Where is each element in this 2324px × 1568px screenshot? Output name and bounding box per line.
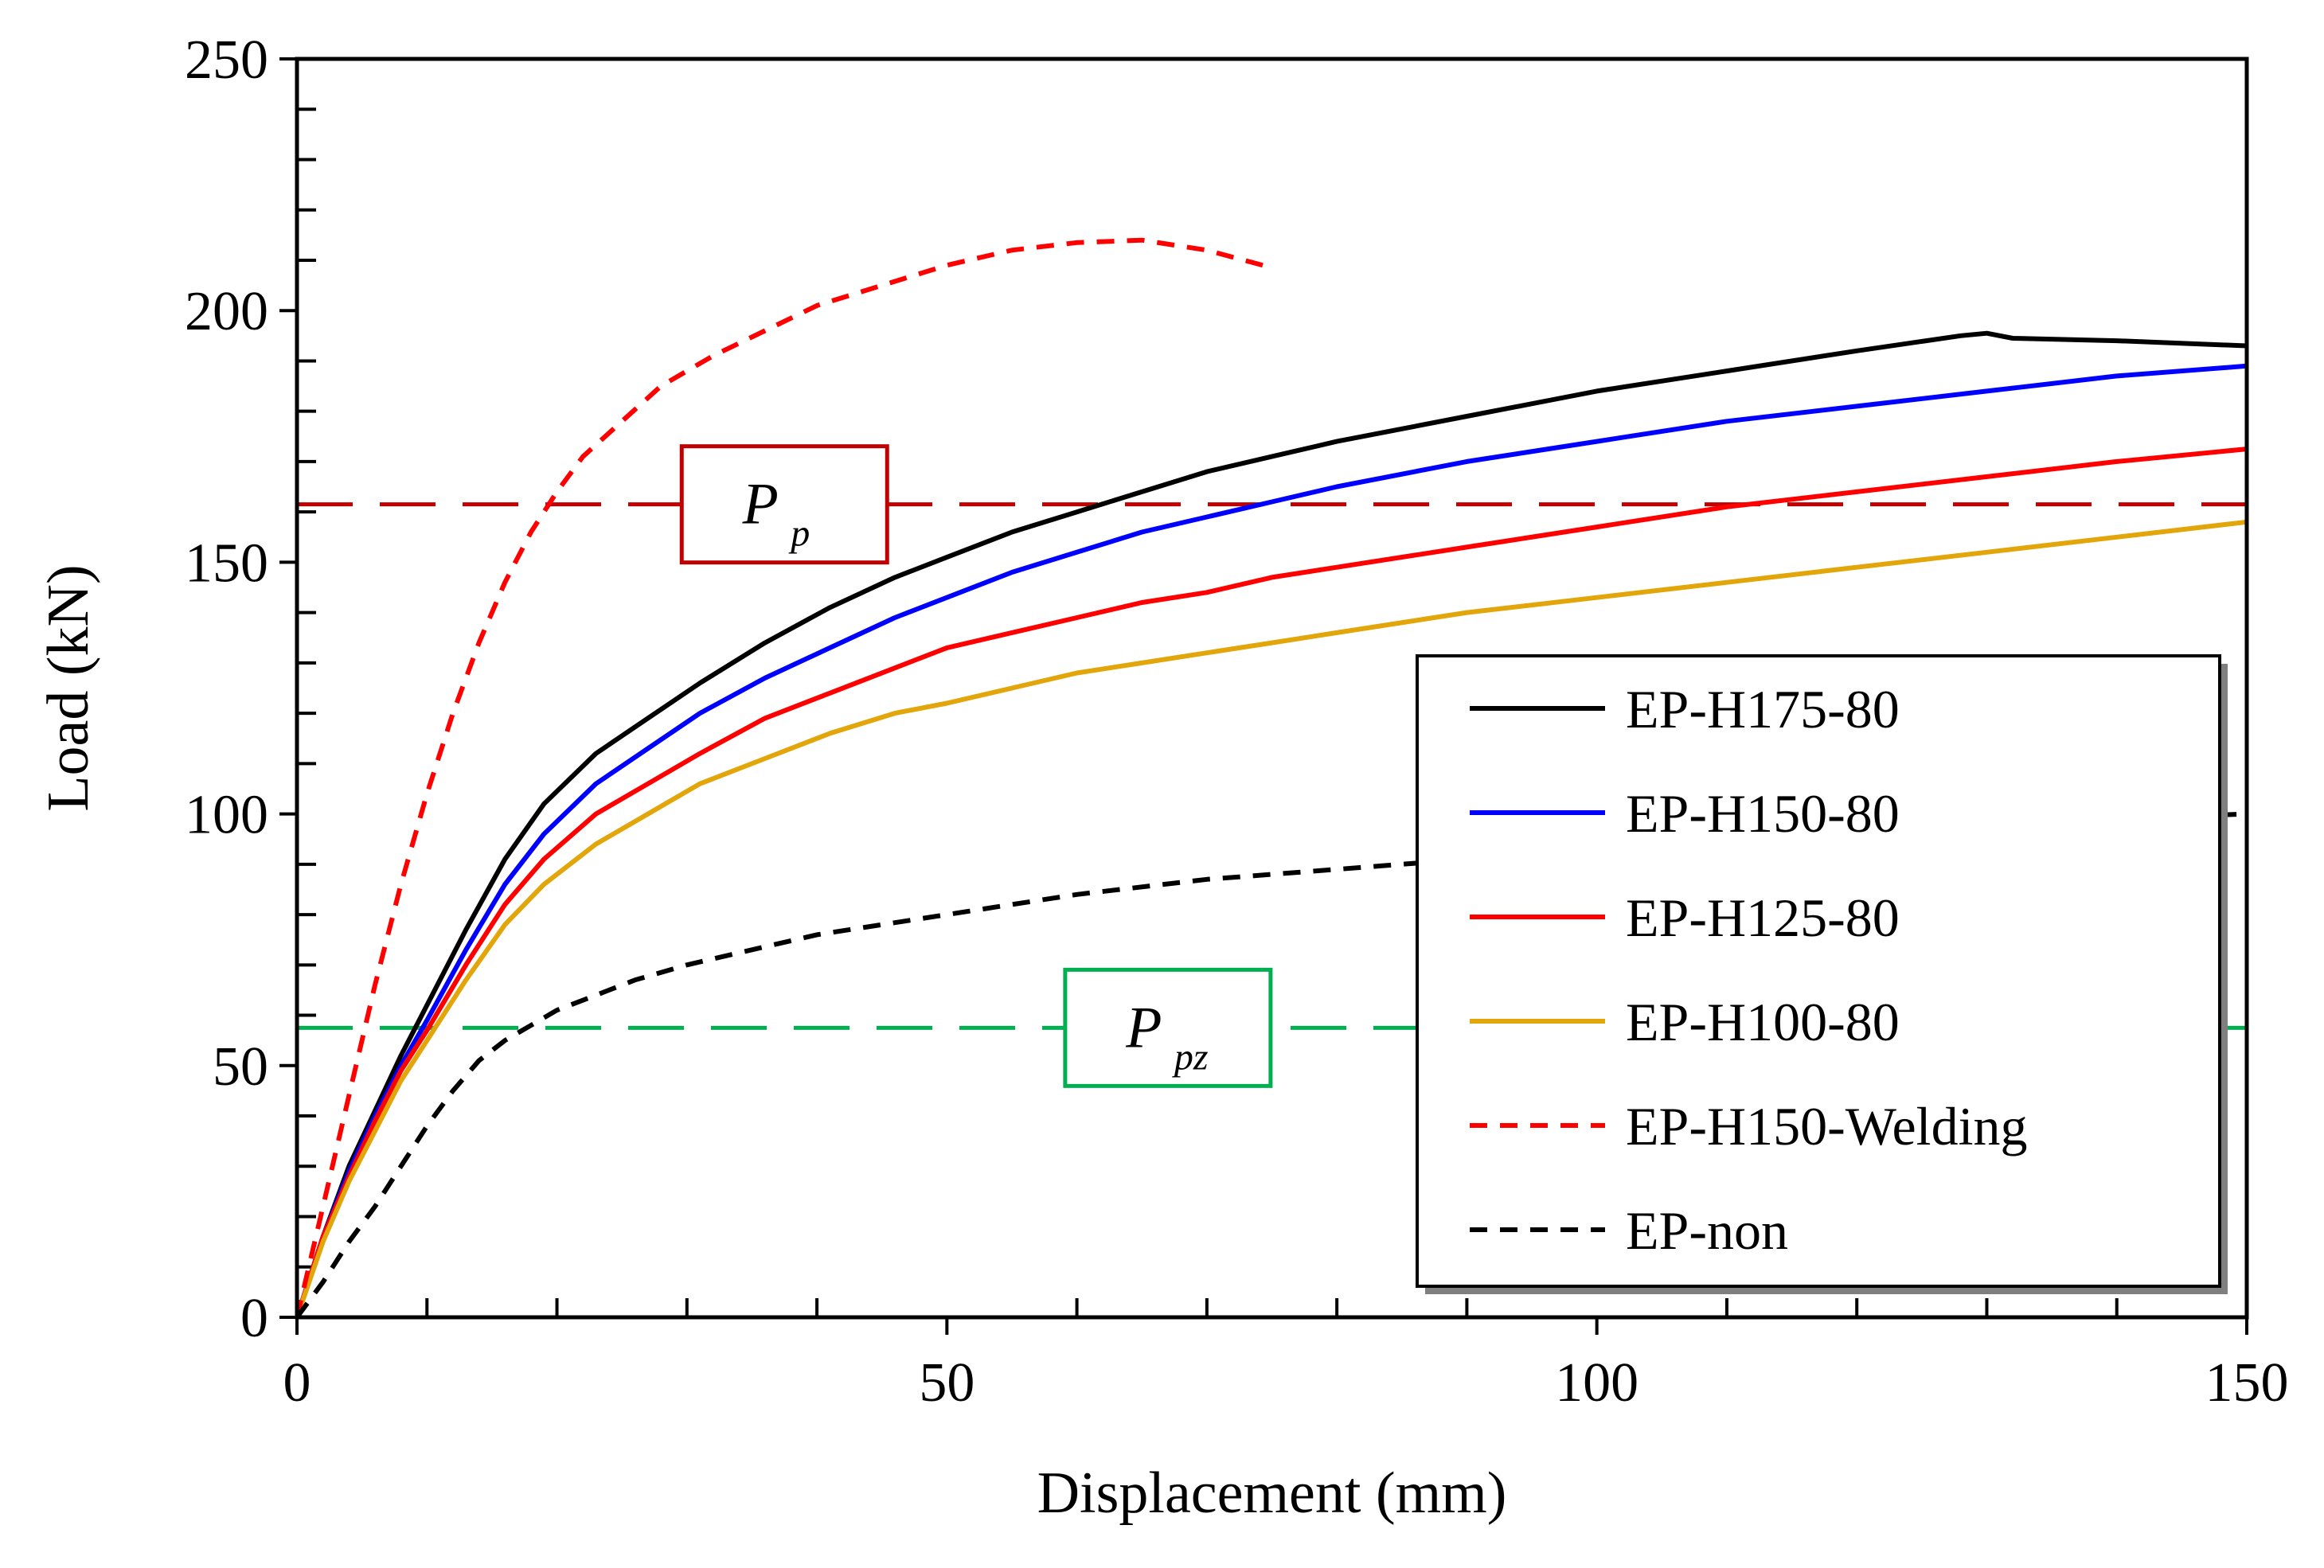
series-line-ep-h125-80 <box>295 447 2248 1318</box>
data-series <box>295 237 2248 1319</box>
series-line-ep-h150-welding <box>295 237 1273 1318</box>
y-axis-title: Load (kN) <box>36 564 101 811</box>
y-tick-label: 0 <box>240 1288 268 1349</box>
reference-label-box-1 <box>679 444 889 565</box>
reference-label-subscript-2: pz <box>1172 1036 1209 1078</box>
series-line-ep-h175-80 <box>295 330 2248 1318</box>
x-tick-label: 0 <box>283 1352 311 1414</box>
y-tick-label: 250 <box>185 29 268 91</box>
y-tick-label: 200 <box>185 281 268 342</box>
series-line-ep-h150-80 <box>295 363 2248 1318</box>
series-line-ep-non <box>295 811 2248 1319</box>
legend-label: EP-H150-80 <box>1626 783 1900 844</box>
x-tick-label: 100 <box>1555 1352 1639 1414</box>
minor-ticks <box>297 107 2119 1317</box>
y-tick-label: 150 <box>185 532 268 594</box>
y-tick-label: 100 <box>185 785 268 846</box>
legend-label: EP-H125-80 <box>1626 887 1900 948</box>
reference-label-subscript-1: p <box>788 513 810 555</box>
legend: EP-H175-80 EP-H150-80 EP-H125-80 EP-H100-80… <box>1416 654 2228 1294</box>
tick-labels: 0 50 100 150 0 50 100 150 200 250 <box>185 29 2289 1414</box>
major-ticks <box>279 57 2248 1335</box>
y-tick-label: 50 <box>213 1036 268 1098</box>
series-line-ep-h100-80 <box>295 519 2248 1318</box>
legend-label: EP-non <box>1626 1200 1788 1261</box>
legend-label: EP-H150-Welding <box>1626 1096 2027 1156</box>
x-axis-title: Displacement (mm) <box>1037 1461 1507 1526</box>
legend-label: EP-H100-80 <box>1626 992 1900 1052</box>
reference-label-1: P <box>742 472 779 537</box>
x-tick-label: 150 <box>2205 1352 2289 1414</box>
x-tick-label: 50 <box>919 1352 975 1414</box>
reference-label-2: P <box>1125 995 1162 1060</box>
legend-box <box>1416 654 2221 1288</box>
reference-label-box-2 <box>1063 967 1273 1088</box>
plot-frame <box>295 57 2249 1320</box>
legend-label: EP-H175-80 <box>1626 679 1900 739</box>
